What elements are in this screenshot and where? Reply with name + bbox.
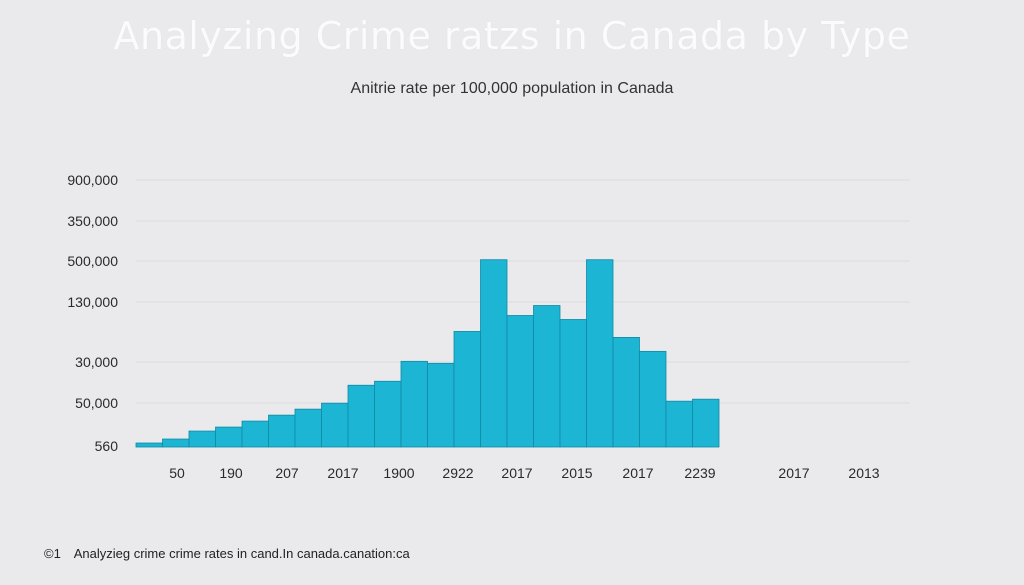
x-tick-label: 2017 — [622, 465, 653, 481]
y-tick-label: 500,000 — [67, 253, 118, 269]
bar — [374, 380, 402, 448]
bar — [533, 305, 561, 448]
bar — [586, 259, 614, 448]
footer-text: Analyzieg crime crime rates in cand.In c… — [73, 546, 410, 561]
x-tick-label: 2015 — [561, 465, 592, 481]
bar — [692, 398, 720, 448]
x-tick-label: 190 — [219, 465, 243, 481]
bar — [162, 438, 190, 448]
y-tick-label: 130,000 — [67, 294, 118, 310]
bar — [188, 430, 216, 448]
bar — [427, 362, 455, 448]
bar — [268, 414, 296, 448]
footer: ©1 Analyzieg crime crime rates in cand.I… — [44, 546, 410, 561]
bar — [665, 400, 693, 448]
bar — [639, 350, 667, 448]
bar — [215, 426, 243, 448]
bar — [612, 337, 640, 448]
y-tick-label: 350,000 — [67, 213, 118, 229]
x-tick-label: 2017 — [327, 465, 358, 481]
bar — [400, 360, 428, 448]
bar — [559, 319, 587, 448]
x-tick-label: 2017 — [501, 465, 532, 481]
bar — [294, 408, 322, 448]
bar — [321, 402, 349, 448]
bar — [506, 315, 534, 448]
copyright-mark: ©1 — [44, 546, 61, 561]
x-tick-label: 2013 — [848, 465, 879, 481]
x-tick-label: 2017 — [778, 465, 809, 481]
y-tick-label: 50,000 — [75, 395, 118, 411]
y-tick-label: 30,000 — [75, 354, 118, 370]
x-tick-label: 207 — [275, 465, 299, 481]
bar — [480, 259, 508, 448]
bar — [241, 420, 269, 448]
chart-subtitle: Anitrie rate per 100,000 population in C… — [350, 80, 674, 97]
bar — [453, 331, 481, 448]
y-tick-label: 900,000 — [67, 172, 118, 188]
y-tick-label: 560 — [95, 438, 119, 454]
page-title: Analyzing Crime ratzs in Canada by Type — [113, 14, 911, 58]
x-tick-label: 50 — [169, 465, 185, 481]
x-tick-label: 1900 — [383, 465, 414, 481]
bar — [135, 442, 163, 448]
x-tick-label: 2922 — [442, 465, 473, 481]
x-tick-label: 2239 — [684, 465, 715, 481]
bar — [347, 384, 375, 448]
